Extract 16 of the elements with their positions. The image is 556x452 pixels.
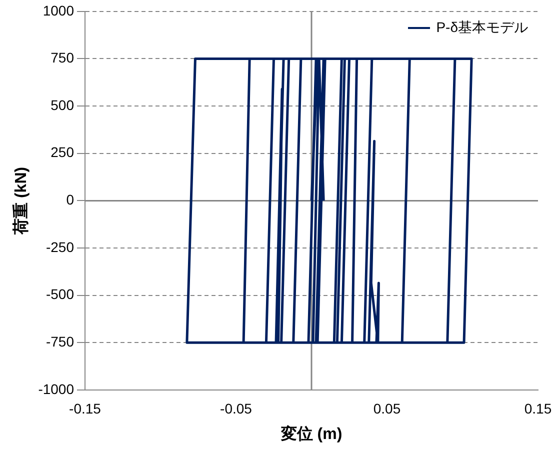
- y-axis-title: 荷重 (kN): [12, 166, 30, 236]
- x-tick-label: 0.05: [373, 400, 401, 416]
- y-tick-label: 0: [66, 192, 74, 208]
- y-tick-label: 500: [50, 96, 74, 113]
- y-tick-label: -250: [46, 238, 74, 255]
- y-tick-label: 1000: [42, 2, 74, 18]
- x-tick-label: -0.05: [220, 400, 252, 416]
- x-axis-title: 変位 (m): [280, 424, 342, 443]
- y-tick-label: 250: [50, 144, 74, 160]
- legend-label: P-δ基本モデル: [436, 19, 528, 38]
- y-tick-label: -500: [46, 286, 74, 302]
- y-tick-label: -1000: [38, 380, 74, 397]
- x-tick-label: -0.15: [69, 400, 102, 416]
- y-tick-label: 750: [50, 50, 74, 66]
- x-tick-label: 0.15: [524, 400, 552, 416]
- y-tick-label: -750: [46, 334, 74, 350]
